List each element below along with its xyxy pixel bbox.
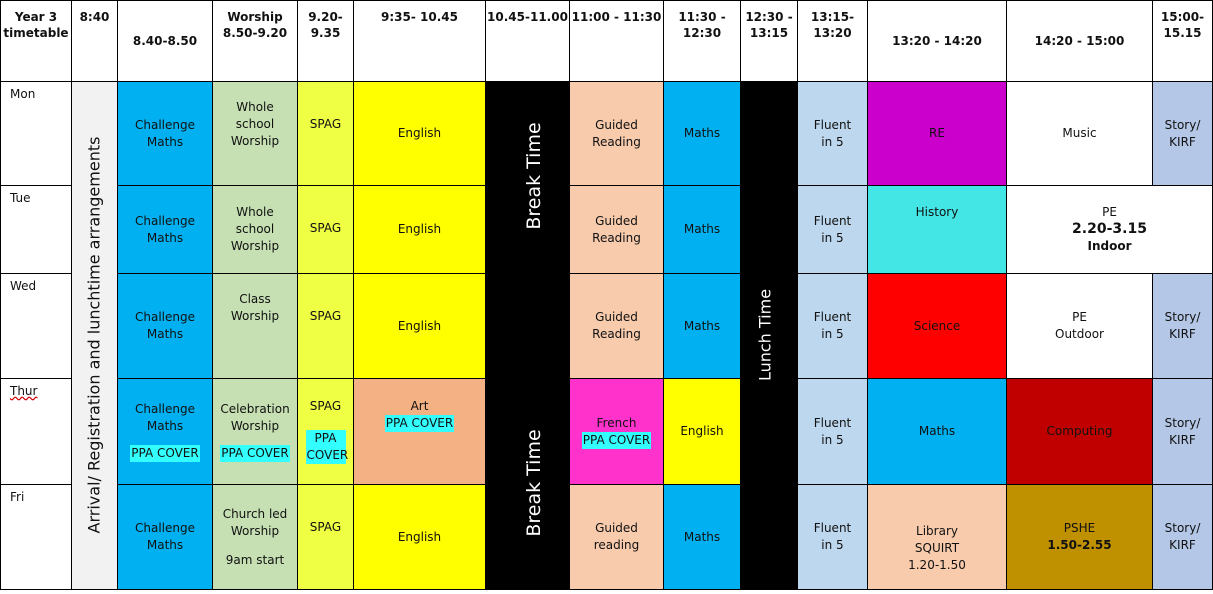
mon-english: English	[353, 81, 486, 186]
fri-library-time: 1.20-1.50	[908, 558, 966, 572]
arrival-column	[71, 81, 118, 590]
tue-maths: Maths	[663, 185, 741, 274]
header-12-30: 12:30 - 13:15	[740, 0, 798, 82]
wed-pe-where: Outdoor	[1055, 327, 1104, 341]
mon-worship: Whole school Worship	[212, 81, 298, 186]
fri-maths: Maths	[663, 484, 741, 590]
thu-maths: Maths	[867, 378, 1007, 485]
header-11-30: 11:30 - 12:30	[663, 0, 741, 82]
thu-story: Story/ KIRF	[1152, 378, 1213, 485]
tue-pe: PE 2.20-3.15 Indoor	[1006, 185, 1213, 274]
fri-challenge-maths: Challenge Maths	[117, 484, 213, 590]
fri-pshe: PSHE 1.50-2.55	[1006, 484, 1153, 590]
fri-library: Library SQUIRT 1.20-1.50	[867, 484, 1007, 590]
arrival-label: Arrival/ Registration and lunchtime arra…	[84, 136, 104, 534]
thu-english: English	[663, 378, 741, 485]
thu-art-cover: PPA COVER	[384, 415, 455, 432]
header-13-20: 13:20 - 14:20	[867, 0, 1007, 82]
lunch-label: Lunch Time	[755, 288, 775, 382]
mon-story: Story/ KIRF	[1152, 81, 1213, 186]
day-wed: Wed	[0, 273, 72, 379]
wed-science: Science	[867, 273, 1007, 379]
thu-challenge-maths: Challenge Maths PPA COVER	[117, 378, 213, 485]
wed-story: Story/ KIRF	[1152, 273, 1213, 379]
day-mon: Mon	[0, 81, 72, 186]
fri-worship-note: 9am start	[225, 552, 285, 567]
header-9-35: 9:35- 10.45	[353, 0, 486, 82]
mon-guided-reading: Guided Reading	[569, 81, 664, 186]
tue-worship: Whole school Worship	[212, 185, 298, 274]
mon-spag: SPAG	[297, 81, 354, 186]
tue-challenge-maths: Challenge Maths	[117, 185, 213, 274]
wed-challenge-maths: Challenge Maths	[117, 273, 213, 379]
fri-pshe-time: 1.50-2.55	[1047, 538, 1112, 552]
header-11-00: 11:00 - 11:30	[569, 0, 664, 82]
thu-spag: SPAG PPA COVER	[297, 378, 354, 485]
thu-art: Art PPA COVER	[353, 378, 486, 485]
header-14-20: 14:20 - 15:00	[1006, 0, 1153, 82]
tue-pe-time: 2.20-3.15	[1072, 221, 1147, 237]
wed-pe: PE Outdoor	[1006, 273, 1153, 379]
break-block-bottom	[485, 378, 570, 590]
break-label-bottom: Break Time	[523, 429, 545, 537]
tue-guided-reading: Guided Reading	[569, 185, 664, 274]
header-15-00: 15:00-15.15	[1152, 0, 1213, 82]
day-tue: Tue	[0, 185, 72, 274]
tue-spag: SPAG	[297, 185, 354, 274]
header-title: Year 3 timetable	[0, 0, 72, 82]
tue-history: History	[867, 185, 1007, 274]
mon-fluent: Fluent in 5	[797, 81, 868, 186]
wed-english: English	[353, 273, 486, 379]
wed-spag: SPAG	[297, 273, 354, 379]
tue-fluent: Fluent in 5	[797, 185, 868, 274]
fri-spag: SPAG	[297, 484, 354, 590]
thu-french-cover: PPA COVER	[581, 431, 652, 449]
mon-music: Music	[1006, 81, 1153, 186]
thu-french: French PPA COVER	[569, 378, 664, 485]
wed-fluent: Fluent in 5	[797, 273, 868, 379]
thu-worship: Celebration Worship PPA COVER	[212, 378, 298, 485]
header-9-20: 9.20-9.35	[297, 0, 354, 82]
header-8-40-8-50: 8.40-8.50	[117, 0, 213, 82]
day-thur: Thur	[0, 378, 72, 485]
tue-pe-where: Indoor	[1087, 239, 1132, 253]
thu-worship-cover: PPA COVER	[220, 445, 290, 462]
header-8-40: 8:40	[71, 0, 118, 82]
day-fri: Fri	[0, 484, 72, 590]
thu-computing: Computing	[1006, 378, 1153, 485]
mon-maths: Maths	[663, 81, 741, 186]
wed-maths: Maths	[663, 273, 741, 379]
thu-spag-cover: PPA COVER	[305, 430, 349, 464]
thu-fluent: Fluent in 5	[797, 378, 868, 485]
mon-re: RE	[867, 81, 1007, 186]
wed-worship: Class Worship	[212, 273, 298, 379]
fri-english: English	[353, 484, 486, 590]
fri-fluent: Fluent in 5	[797, 484, 868, 590]
fri-story: Story/ KIRF	[1152, 484, 1213, 590]
fri-worship: Church led Worship 9am start	[212, 484, 298, 590]
header-13-15: 13:15-13:20	[797, 0, 868, 82]
header-worship: Worship 8.50-9.20	[212, 0, 298, 82]
break-label-top: Break Time	[523, 122, 545, 230]
break-block-top	[485, 81, 570, 379]
header-10-45: 10.45-11.00	[485, 0, 570, 82]
wed-guided-reading: Guided Reading	[569, 273, 664, 379]
thu-challenge-cover: PPA COVER	[130, 445, 200, 462]
mon-challenge-maths: Challenge Maths	[117, 81, 213, 186]
tue-english: English	[353, 185, 486, 274]
fri-guided-reading: Guided reading	[569, 484, 664, 590]
